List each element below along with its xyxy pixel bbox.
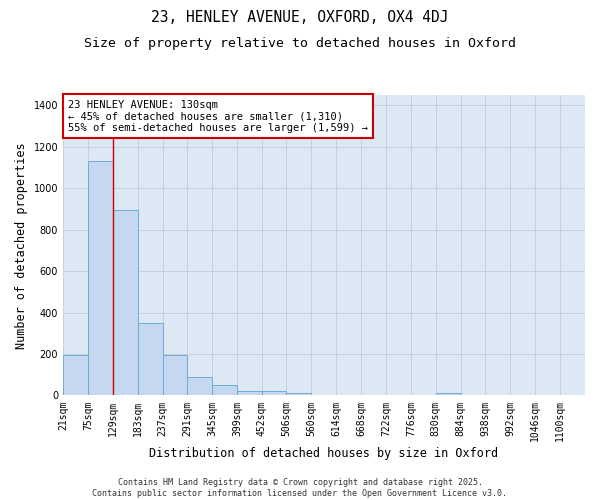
Bar bbox=[163, 355, 187, 396]
Bar bbox=[212, 384, 237, 396]
Bar bbox=[237, 391, 262, 396]
Text: Contains HM Land Registry data © Crown copyright and database right 2025.
Contai: Contains HM Land Registry data © Crown c… bbox=[92, 478, 508, 498]
Text: 23, HENLEY AVENUE, OXFORD, OX4 4DJ: 23, HENLEY AVENUE, OXFORD, OX4 4DJ bbox=[151, 10, 449, 25]
Bar bbox=[262, 392, 286, 396]
Bar bbox=[88, 162, 113, 396]
Bar bbox=[137, 323, 163, 396]
Bar bbox=[436, 393, 461, 396]
Bar bbox=[187, 377, 212, 396]
X-axis label: Distribution of detached houses by size in Oxford: Distribution of detached houses by size … bbox=[149, 447, 499, 460]
Bar bbox=[113, 210, 137, 396]
Text: Size of property relative to detached houses in Oxford: Size of property relative to detached ho… bbox=[84, 38, 516, 51]
Text: 23 HENLEY AVENUE: 130sqm
← 45% of detached houses are smaller (1,310)
55% of sem: 23 HENLEY AVENUE: 130sqm ← 45% of detach… bbox=[68, 100, 368, 132]
Y-axis label: Number of detached properties: Number of detached properties bbox=[15, 142, 28, 348]
Bar bbox=[286, 393, 311, 396]
Bar bbox=[63, 355, 88, 396]
